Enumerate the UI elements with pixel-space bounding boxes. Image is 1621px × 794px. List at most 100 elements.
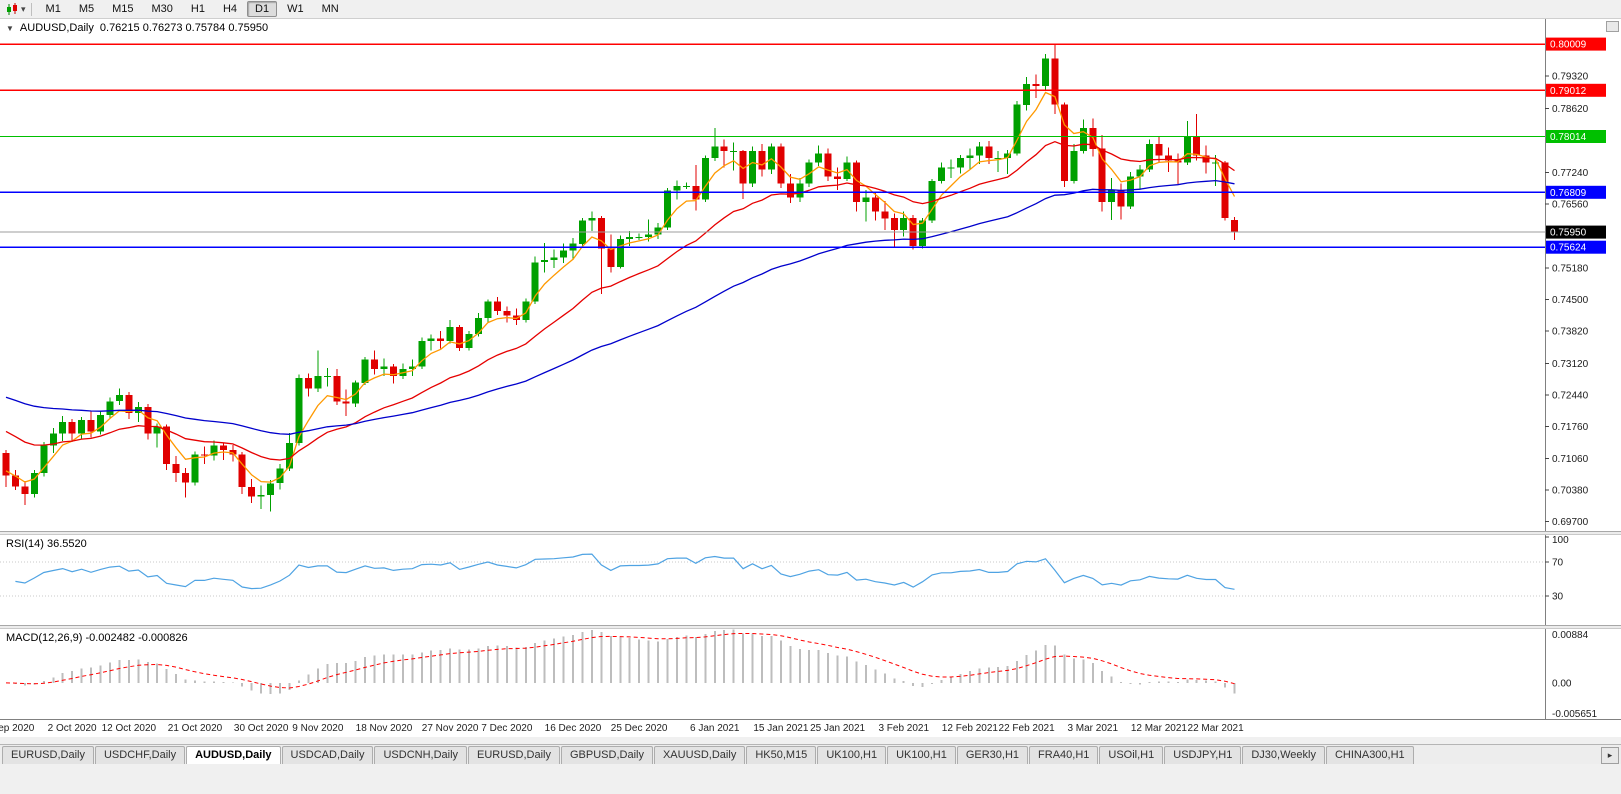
price-label-box — [1546, 130, 1606, 143]
macd-histogram — [14, 629, 1236, 695]
timeframe-button-h1[interactable]: H1 — [190, 3, 205, 15]
chart-tabs: EURUSD,Daily USDCHF,Daily AUDUSD,Daily USDC… — [2, 746, 1415, 764]
macd-axis-label: 0.00 — [1552, 678, 1572, 689]
date-axis-label: 18 Nov 2020 — [355, 723, 413, 734]
price-tick-label: 0.73120 — [1552, 359, 1589, 370]
date-axis-label: 6 Jan 2021 — [690, 723, 740, 734]
date-axis-label: 12 Feb 2021 — [941, 723, 998, 734]
chart-tab-eurusd-daily[interactable]: EURUSD,Daily — [2, 746, 94, 764]
price-tick-label: 0.69700 — [1552, 517, 1589, 528]
rsi-axis-label: 70 — [1552, 558, 1564, 569]
date-axis-label: 25 Dec 2020 — [610, 723, 668, 734]
macd-axis-label: -0.005651 — [1552, 709, 1597, 719]
price-label-box — [1546, 185, 1606, 199]
price-axis-corner-button[interactable] — [1606, 21, 1619, 32]
date-axis-label: 23 Sep 2020 — [0, 723, 35, 734]
rsi-label: RSI(14) 36.5520 — [6, 538, 87, 550]
timeframe-button-group: M1 M5 M15 M30 H1 H4 D1 W1 MN — [37, 1, 348, 17]
chart-tab-gbpusd-daily[interactable]: GBPUSD,Daily — [561, 746, 653, 764]
candlestick-chart[interactable]: 0.79320 0.78620 0.77240 0.76560 0.75180 0.745… — [0, 19, 1621, 531]
chart-tab-usdjpy-h1[interactable]: USDJPY,H1 — [1164, 746, 1242, 764]
price-label-box — [1546, 225, 1606, 239]
date-axis-label: 7 Dec 2020 — [481, 723, 533, 734]
candles-group — [2, 44, 1238, 512]
date-axis-label: 22 Feb 2021 — [998, 723, 1055, 734]
date-axis-label: 15 Jan 2021 — [753, 723, 809, 734]
timeframe-button-m15[interactable]: M15 — [112, 3, 134, 15]
date-axis-label: 2 Oct 2020 — [47, 723, 97, 734]
candlestick-chart-icon[interactable] — [5, 2, 19, 16]
date-axis-label: 21 Oct 2020 — [167, 723, 223, 734]
date-axis-label: 3 Mar 2021 — [1067, 723, 1119, 734]
tab-scroll-right-button[interactable]: ▸ — [1601, 747, 1619, 764]
macd-chart[interactable]: 0.00884 0.00 -0.005651 — [0, 629, 1621, 719]
chevron-down-icon[interactable]: ▾ — [21, 3, 26, 14]
rsi-axis-label: 100 — [1552, 535, 1569, 546]
chart-tab-fra40-h1[interactable]: FRA40,H1 — [1029, 746, 1099, 764]
timeframe-button-w1[interactable]: W1 — [287, 3, 304, 15]
chart-tab-uk100-h1[interactable]: UK100,H1 — [887, 746, 956, 764]
main-chart-panel: 0.79320 0.78620 0.77240 0.76560 0.75180 0.745… — [0, 19, 1621, 531]
one-click-trading-toggle[interactable]: ▼ — [6, 24, 14, 33]
rsi-chart[interactable]: 100 70 30 — [0, 535, 1621, 625]
price-label-box — [1546, 240, 1606, 254]
price-label-text: 0.75950 — [1550, 228, 1587, 239]
macd-label: MACD(12,26,9) -0.002482 -0.000826 — [6, 632, 188, 644]
date-axis-label: 30 Oct 2020 — [233, 723, 289, 734]
status-strip — [0, 764, 1621, 794]
chart-tab-usdchf-daily[interactable]: USDCHF,Daily — [94, 746, 186, 764]
chart-tab-ger30-h1[interactable]: GER30,H1 — [956, 746, 1029, 764]
price-label-text: 0.76809 — [1550, 188, 1587, 199]
macd-signal-line — [5, 633, 1235, 689]
chart-tab-china300-h1[interactable]: CHINA300,H1 — [1325, 746, 1414, 764]
price-tick-label: 0.78620 — [1552, 104, 1589, 115]
macd-axis-label: 0.00884 — [1552, 630, 1589, 641]
price-tick-label: 0.77240 — [1552, 168, 1589, 179]
rsi-panel: 100 70 30 RSI(14) 36.5520 — [0, 535, 1621, 625]
date-axis-label: 25 Jan 2021 — [810, 723, 866, 734]
price-tick-label: 0.76560 — [1552, 199, 1589, 210]
chart-tab-eurusd-daily[interactable]: EURUSD,Daily — [468, 746, 560, 764]
rsi-line — [15, 553, 1235, 590]
price-tick-label: 0.71760 — [1552, 422, 1589, 433]
price-label-text: 0.79012 — [1550, 86, 1587, 97]
timeframe-toolbar: ▾ M1 M5 M15 M30 H1 H4 D1 W1 MN — [0, 0, 1621, 19]
date-axis-label: 22 Mar 2021 — [1187, 723, 1244, 734]
chart-tab-hk50-m15[interactable]: HK50,M15 — [746, 746, 817, 764]
price-tick-label: 0.79320 — [1552, 72, 1589, 83]
fast-ma-line — [5, 91, 1236, 483]
rsi-axis-label: 30 — [1552, 591, 1564, 602]
chart-title: ▼ AUDUSD,Daily 0.76215 0.76273 0.75784 0.7… — [6, 22, 268, 34]
date-axis-label: 9 Nov 2020 — [292, 723, 344, 734]
chart-tab-usoil-h1[interactable]: USOil,H1 — [1099, 746, 1164, 764]
timeframe-button-h4[interactable]: H4 — [222, 3, 238, 15]
price-label-text: 0.80009 — [1550, 40, 1587, 51]
date-axis-label: 16 Dec 2020 — [544, 723, 602, 734]
price-tick-label: 0.73820 — [1552, 326, 1589, 337]
timeframe-button-mn[interactable]: MN — [321, 3, 339, 15]
timeframe-button-m5[interactable]: M5 — [78, 3, 95, 15]
timeframe-button-d1[interactable]: D1 — [247, 1, 278, 17]
chart-ohlc-values: 0.76215 0.76273 0.75784 0.75950 — [99, 22, 269, 34]
toolbar-separator — [30, 2, 32, 16]
chart-tab-dj30-weekly[interactable]: DJ30,Weekly — [1242, 746, 1325, 764]
date-axis-label: 12 Oct 2020 — [101, 723, 157, 734]
chart-tab-usdcnh-daily[interactable]: USDCNH,Daily — [374, 746, 468, 764]
date-axis-label: 27 Nov 2020 — [421, 723, 479, 734]
price-label-text: 0.75624 — [1550, 243, 1587, 254]
chart-tab-audusd-daily[interactable]: AUDUSD,Daily — [186, 746, 281, 764]
date-axis[interactable]: 23 Sep 2020 2 Oct 2020 12 Oct 2020 21 Oct 2… — [0, 719, 1621, 737]
panel-splitter[interactable] — [0, 531, 1621, 535]
date-axis-label: 12 Mar 2021 — [1130, 723, 1187, 734]
timeframe-button-m30[interactable]: M30 — [151, 3, 173, 15]
chart-tab-usdcad-daily[interactable]: USDCAD,Daily — [281, 746, 374, 764]
date-axis-label: 3 Feb 2021 — [878, 723, 930, 734]
price-tick-label: 0.70380 — [1552, 486, 1589, 497]
chart-tab-xauusd-daily[interactable]: XAUUSD,Daily — [653, 746, 746, 764]
timeframe-button-m1[interactable]: M1 — [45, 3, 61, 15]
price-label-box — [1546, 37, 1606, 51]
panel-splitter[interactable] — [0, 625, 1621, 629]
chart-tab-bar: EURUSD,Daily USDCHF,Daily AUDUSD,Daily USDC… — [0, 744, 1621, 764]
chart-tab-uk100-h1[interactable]: UK100,H1 — [817, 746, 887, 764]
